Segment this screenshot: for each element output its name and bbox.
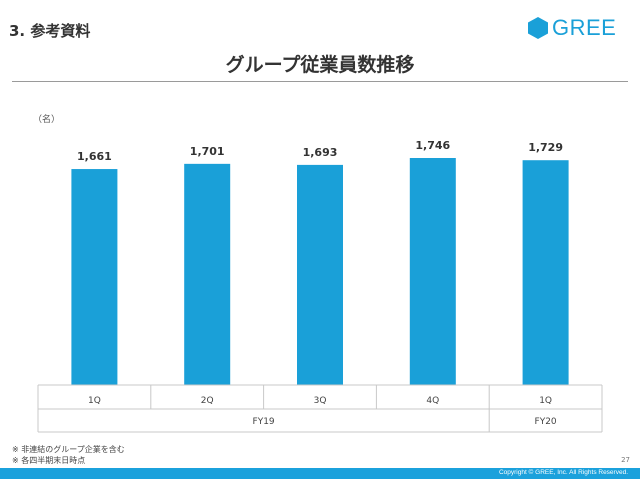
x-tick-label: 2Q <box>201 396 214 406</box>
x-tick-label: 1Q <box>88 396 101 406</box>
data-label: 1,701 <box>190 145 225 158</box>
footnote-2: ※ 各四半期末日時点 <box>12 456 86 465</box>
x-tick-label: 1Q <box>539 396 552 406</box>
bar <box>71 169 118 385</box>
bar <box>184 163 231 385</box>
data-label: 1,693 <box>303 146 338 159</box>
bar-chart: 1,661 1Q 1,701 2Q 1,693 3Q 1,746 4Q 1,729 1Q FY19 F… <box>37 139 603 433</box>
bar <box>522 160 569 385</box>
bar <box>297 164 343 385</box>
footer-bar: Copyright © GREE, Inc. All Rights Reserv… <box>0 468 640 479</box>
title-divider <box>12 81 628 82</box>
section-heading: 3. 参考資料 <box>9 22 91 40</box>
data-label: 1,729 <box>528 141 563 154</box>
hexagon-logo-icon <box>528 17 548 39</box>
y-unit-label: （名） <box>33 115 61 125</box>
x-tick-label: 3Q <box>314 396 327 406</box>
logo-text: GREE <box>552 15 617 40</box>
data-label: 1,746 <box>415 139 450 152</box>
chart-title: グループ従業員数推移 <box>225 54 415 76</box>
group-label: FY19 <box>253 417 275 427</box>
x-tick-label: 4Q <box>426 396 439 406</box>
gree-logo: GREE <box>528 14 616 42</box>
page-number: 27 <box>621 456 630 464</box>
bar <box>409 158 456 385</box>
copyright-text: Copyright © GREE, Inc. All Rights Reserv… <box>498 469 628 476</box>
footnote-1: ※ 非連結のグループ企業を含む <box>12 445 125 454</box>
group-label: FY20 <box>535 417 557 427</box>
data-label: 1,661 <box>77 150 112 163</box>
